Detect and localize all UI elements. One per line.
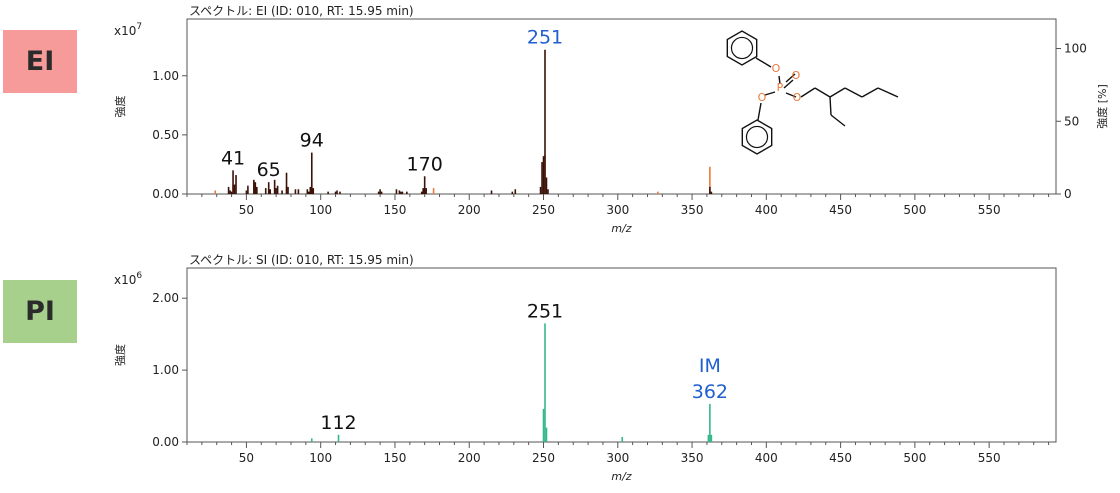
- ei-x-tick-label: 50: [239, 203, 254, 217]
- pi-x-tick-label: 400: [755, 451, 778, 465]
- pi-x-tick-label: 50: [239, 451, 254, 465]
- ei-title: スペクトル: EI (ID: 010, RT: 15.95 min): [189, 4, 414, 18]
- pi-x-tick-label: 250: [532, 451, 555, 465]
- structure-bond: [830, 114, 846, 127]
- pi-badge: PI: [3, 280, 77, 343]
- ei-y2-axis-label: 強度 [%]: [1095, 84, 1109, 129]
- ei-x-tick-label: 450: [829, 203, 852, 217]
- pi-x-tick-label: 550: [978, 451, 1001, 465]
- ei-y-axis-label: 強度: [113, 96, 127, 118]
- phenyl-ring-bottom-aromatic: [745, 125, 769, 149]
- structure-bond: [783, 79, 794, 89]
- structure-bond: [800, 87, 816, 98]
- phosphorus-atom: P: [777, 81, 784, 94]
- structure-bond: [764, 91, 776, 96]
- ei-peak-label: 65: [257, 159, 281, 181]
- ei-plot-frame: [186, 18, 1057, 195]
- ei-spectrum-chart: スペクトル: EI (ID: 010, RT: 15.95 min) x107 強度…: [113, 4, 1109, 235]
- phenyl-ring-top: [726, 30, 758, 66]
- ei-badge-label: EI: [25, 46, 55, 77]
- pi-y-multiplier: x106: [114, 271, 142, 287]
- structure-bond: [861, 87, 879, 98]
- ei-y-multiplier: x107: [114, 22, 142, 38]
- ei-x-tick-label: 100: [309, 203, 332, 217]
- ei-y2-tick-label: 50: [1064, 114, 1079, 128]
- ei-y-multiplier-exponent: 7: [136, 22, 142, 32]
- structure-bond: [829, 87, 846, 98]
- pi-y-axis-label: 強度: [113, 344, 127, 366]
- ei-peak-label: 170: [407, 153, 443, 175]
- pi-x-tick-label: 200: [458, 451, 481, 465]
- ei-y2-tick-label: 100: [1064, 42, 1087, 56]
- ei-y-tick-label: 1.00: [152, 69, 179, 83]
- phenyl-ring-bottom: [741, 119, 773, 155]
- ei-x-tick-label: 400: [755, 203, 778, 217]
- pi-y-tick-label: 0.00: [152, 435, 179, 449]
- structure-bond: [877, 87, 899, 98]
- pi-peak-label: 112: [320, 412, 356, 434]
- structure-bond: [755, 57, 772, 68]
- ei-x-tick-label: 350: [681, 203, 704, 217]
- oxygen-atom-left: O: [758, 91, 767, 104]
- ei-peak-label: 41: [221, 147, 245, 169]
- pi-x-tick-label: 350: [681, 451, 704, 465]
- pi-x-tick-label: 450: [829, 451, 852, 465]
- pi-spectrum-chart: スペクトル: SI (ID: 010, RT: 15.95 min) x106 強度…: [113, 253, 1057, 483]
- oxygen-atom-double: O: [792, 69, 801, 82]
- structure-bond: [829, 96, 832, 116]
- structure-bond: [844, 87, 863, 98]
- structure-bond: [785, 73, 796, 83]
- ei-badge: EI: [3, 30, 77, 93]
- ei-x-tick-label: 300: [606, 203, 629, 217]
- ei-peak-label: 251: [527, 27, 563, 49]
- oxygen-atom-right: O: [793, 91, 802, 104]
- pi-x-tick-label: 150: [384, 451, 407, 465]
- ei-x-tick-label: 150: [384, 203, 407, 217]
- ei-y-tick-label: 0.00: [152, 187, 179, 201]
- ei-x-tick-label: 550: [978, 203, 1001, 217]
- structure-bond: [785, 92, 797, 98]
- ei-x-axis-label: m/z: [611, 222, 631, 235]
- ei-y2-tick-label: 0: [1064, 187, 1072, 201]
- pi-badge-label: PI: [25, 296, 55, 327]
- structure-bond: [778, 75, 781, 85]
- pi-x-tick-label: 300: [606, 451, 629, 465]
- ei-x-tick-label: 250: [532, 203, 555, 217]
- ei-y-tick-label: 0.50: [152, 128, 179, 142]
- pi-peak-label: 251: [527, 300, 563, 322]
- ei-x-tick-label: 200: [458, 203, 481, 217]
- pi-y-multiplier-exponent: 6: [136, 271, 142, 281]
- pi-x-tick-label: 100: [309, 451, 332, 465]
- pi-plot-frame: [186, 267, 1057, 443]
- pi-x-tick-label: 500: [903, 451, 926, 465]
- pi-peak-sublabel: IM: [699, 355, 721, 377]
- structure-bond: [814, 87, 831, 98]
- pi-peak-label: 362: [692, 381, 728, 403]
- ei-x-tick-label: 500: [903, 203, 926, 217]
- pi-x-axis-label: m/z: [611, 470, 631, 483]
- ei-peak-label: 94: [300, 130, 324, 152]
- oxygen-atom-top: O: [772, 62, 781, 75]
- pi-y-tick-label: 2.00: [152, 291, 179, 305]
- structure-bond: [757, 102, 762, 121]
- phenyl-ring-top-aromatic: [730, 36, 754, 60]
- pi-y-tick-label: 1.00: [152, 363, 179, 377]
- pi-title: スペクトル: SI (ID: 010, RT: 15.95 min): [189, 253, 414, 267]
